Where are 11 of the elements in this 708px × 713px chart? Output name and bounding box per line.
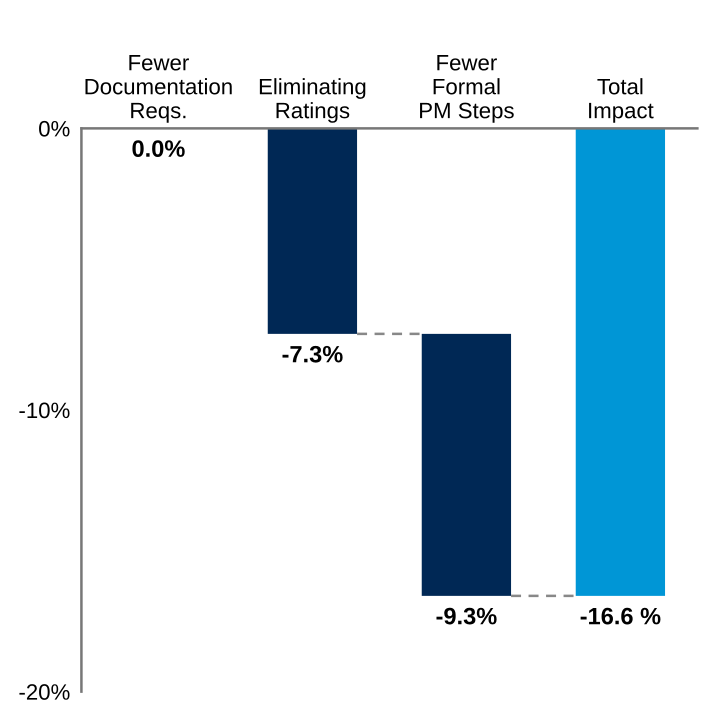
data-label: 0.0% xyxy=(132,140,185,157)
x-tick-label: Fewer Documentation Reqs. xyxy=(86,55,232,123)
data-label: -7.3% xyxy=(282,346,343,363)
x-tick-label: Fewer Formal PM Steps xyxy=(420,55,514,123)
data-label: -9.3% xyxy=(436,608,497,624)
y-tick-label: -20% xyxy=(19,684,70,700)
x-tick-label: Eliminating Ratings xyxy=(260,78,366,123)
data-label: -16.6 % xyxy=(580,608,660,624)
y-tick-label: -10% xyxy=(19,402,70,418)
x-tick-label: Total Impact xyxy=(589,78,654,123)
y-tick-label: 0% xyxy=(39,120,70,137)
